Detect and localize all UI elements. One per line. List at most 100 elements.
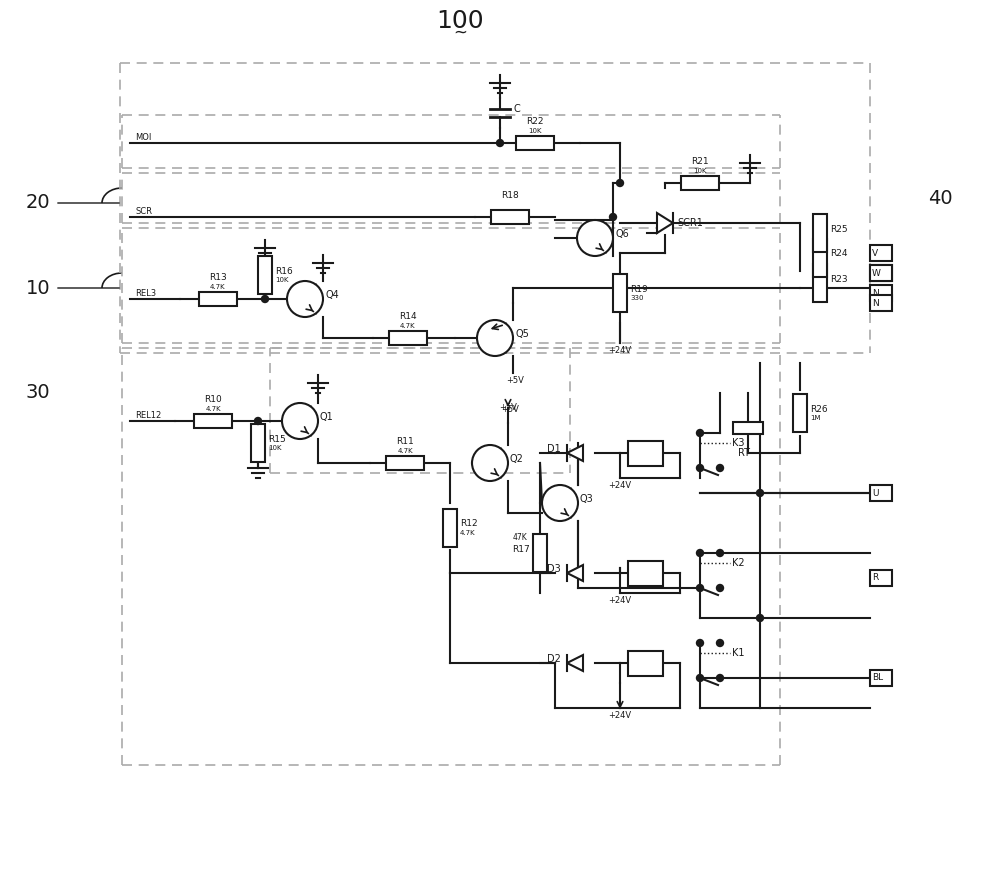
Text: 1M: 1M — [810, 415, 820, 421]
Bar — [733, 422, 763, 434]
Text: Q2: Q2 — [510, 455, 524, 464]
Bar — [258, 256, 272, 294]
Circle shape — [696, 639, 704, 646]
Text: R21: R21 — [691, 157, 709, 166]
Text: R25: R25 — [830, 224, 848, 233]
Text: SCR1: SCR1 — [677, 218, 703, 228]
Circle shape — [496, 140, 504, 147]
Text: BL: BL — [872, 674, 883, 683]
Circle shape — [472, 445, 508, 481]
Circle shape — [542, 485, 578, 521]
Text: 4.7K: 4.7K — [460, 530, 476, 536]
Text: 47K: 47K — [512, 533, 527, 542]
Bar — [628, 651, 662, 675]
Text: 4.7K: 4.7K — [205, 406, 221, 412]
Bar — [251, 424, 265, 462]
Text: R24: R24 — [830, 250, 848, 259]
Text: R22: R22 — [526, 117, 544, 126]
Text: R23: R23 — [830, 275, 848, 283]
Circle shape — [696, 464, 704, 472]
Circle shape — [254, 418, 262, 425]
Polygon shape — [567, 655, 583, 671]
Text: MOI: MOI — [135, 133, 151, 142]
Text: R26: R26 — [810, 404, 828, 413]
Text: R17: R17 — [512, 545, 530, 554]
Bar — [813, 239, 827, 277]
Text: R18: R18 — [501, 191, 519, 200]
Text: 4.7K: 4.7K — [400, 323, 416, 329]
Text: R15: R15 — [268, 434, 286, 443]
Text: Q3: Q3 — [580, 494, 594, 504]
Text: 4.7K: 4.7K — [397, 448, 413, 454]
Circle shape — [716, 639, 724, 646]
Text: +5V: +5V — [501, 405, 519, 414]
Bar — [870, 485, 892, 501]
Bar — [813, 264, 827, 302]
Bar — [533, 534, 547, 572]
Bar — [870, 670, 892, 686]
Text: RT: RT — [738, 448, 750, 458]
Text: 40: 40 — [928, 188, 952, 208]
Bar — [870, 285, 892, 301]
Text: +5V: +5V — [506, 376, 524, 385]
Text: D2: D2 — [547, 654, 561, 664]
Text: W: W — [872, 268, 881, 277]
Text: 10K: 10K — [275, 277, 288, 283]
Text: K3: K3 — [732, 438, 744, 448]
Text: N: N — [872, 289, 879, 298]
Circle shape — [287, 281, 323, 317]
Text: N: N — [872, 298, 879, 307]
Text: 4.7K: 4.7K — [210, 284, 226, 290]
Circle shape — [477, 320, 513, 356]
Bar — [491, 210, 529, 224]
Bar — [199, 292, 237, 306]
Text: D1: D1 — [547, 444, 561, 454]
Circle shape — [262, 296, 268, 303]
Circle shape — [696, 675, 704, 682]
Text: W: W — [872, 268, 881, 277]
Text: R11: R11 — [396, 437, 414, 446]
Text: R19: R19 — [630, 284, 648, 293]
Bar — [613, 274, 627, 312]
Circle shape — [610, 214, 616, 221]
Circle shape — [282, 403, 318, 439]
Bar — [681, 176, 719, 190]
Text: +5V: +5V — [499, 403, 517, 412]
Text: 10K: 10K — [528, 128, 542, 134]
Circle shape — [757, 615, 764, 622]
Text: +24V: +24V — [608, 711, 632, 720]
Bar — [386, 456, 424, 470]
Bar — [870, 245, 892, 261]
Text: Q4: Q4 — [325, 291, 339, 300]
Text: +24V: +24V — [608, 346, 632, 355]
Text: R: R — [872, 573, 878, 583]
Text: K1: K1 — [732, 648, 744, 658]
Text: R13: R13 — [209, 273, 227, 282]
Text: V: V — [872, 248, 878, 258]
Text: C: C — [514, 104, 521, 114]
Text: +24V: +24V — [608, 596, 632, 605]
Circle shape — [577, 220, 613, 256]
Text: 20: 20 — [26, 193, 50, 213]
Bar — [194, 414, 232, 428]
Circle shape — [716, 675, 724, 682]
Bar — [516, 136, 554, 150]
Text: ~: ~ — [453, 24, 467, 42]
Circle shape — [696, 549, 704, 556]
Text: D3: D3 — [547, 564, 561, 574]
Bar — [813, 214, 827, 252]
Bar — [870, 570, 892, 586]
Circle shape — [696, 585, 704, 592]
Text: U: U — [872, 488, 879, 497]
Bar — [793, 394, 807, 432]
Bar — [628, 561, 662, 585]
Text: 10K: 10K — [693, 168, 707, 174]
Polygon shape — [567, 445, 583, 461]
Text: R16: R16 — [275, 267, 293, 275]
Circle shape — [757, 489, 764, 496]
Text: 100: 100 — [436, 9, 484, 33]
Text: 30: 30 — [26, 383, 50, 403]
Text: R14: R14 — [399, 312, 417, 321]
Polygon shape — [657, 213, 673, 233]
Circle shape — [716, 585, 724, 592]
